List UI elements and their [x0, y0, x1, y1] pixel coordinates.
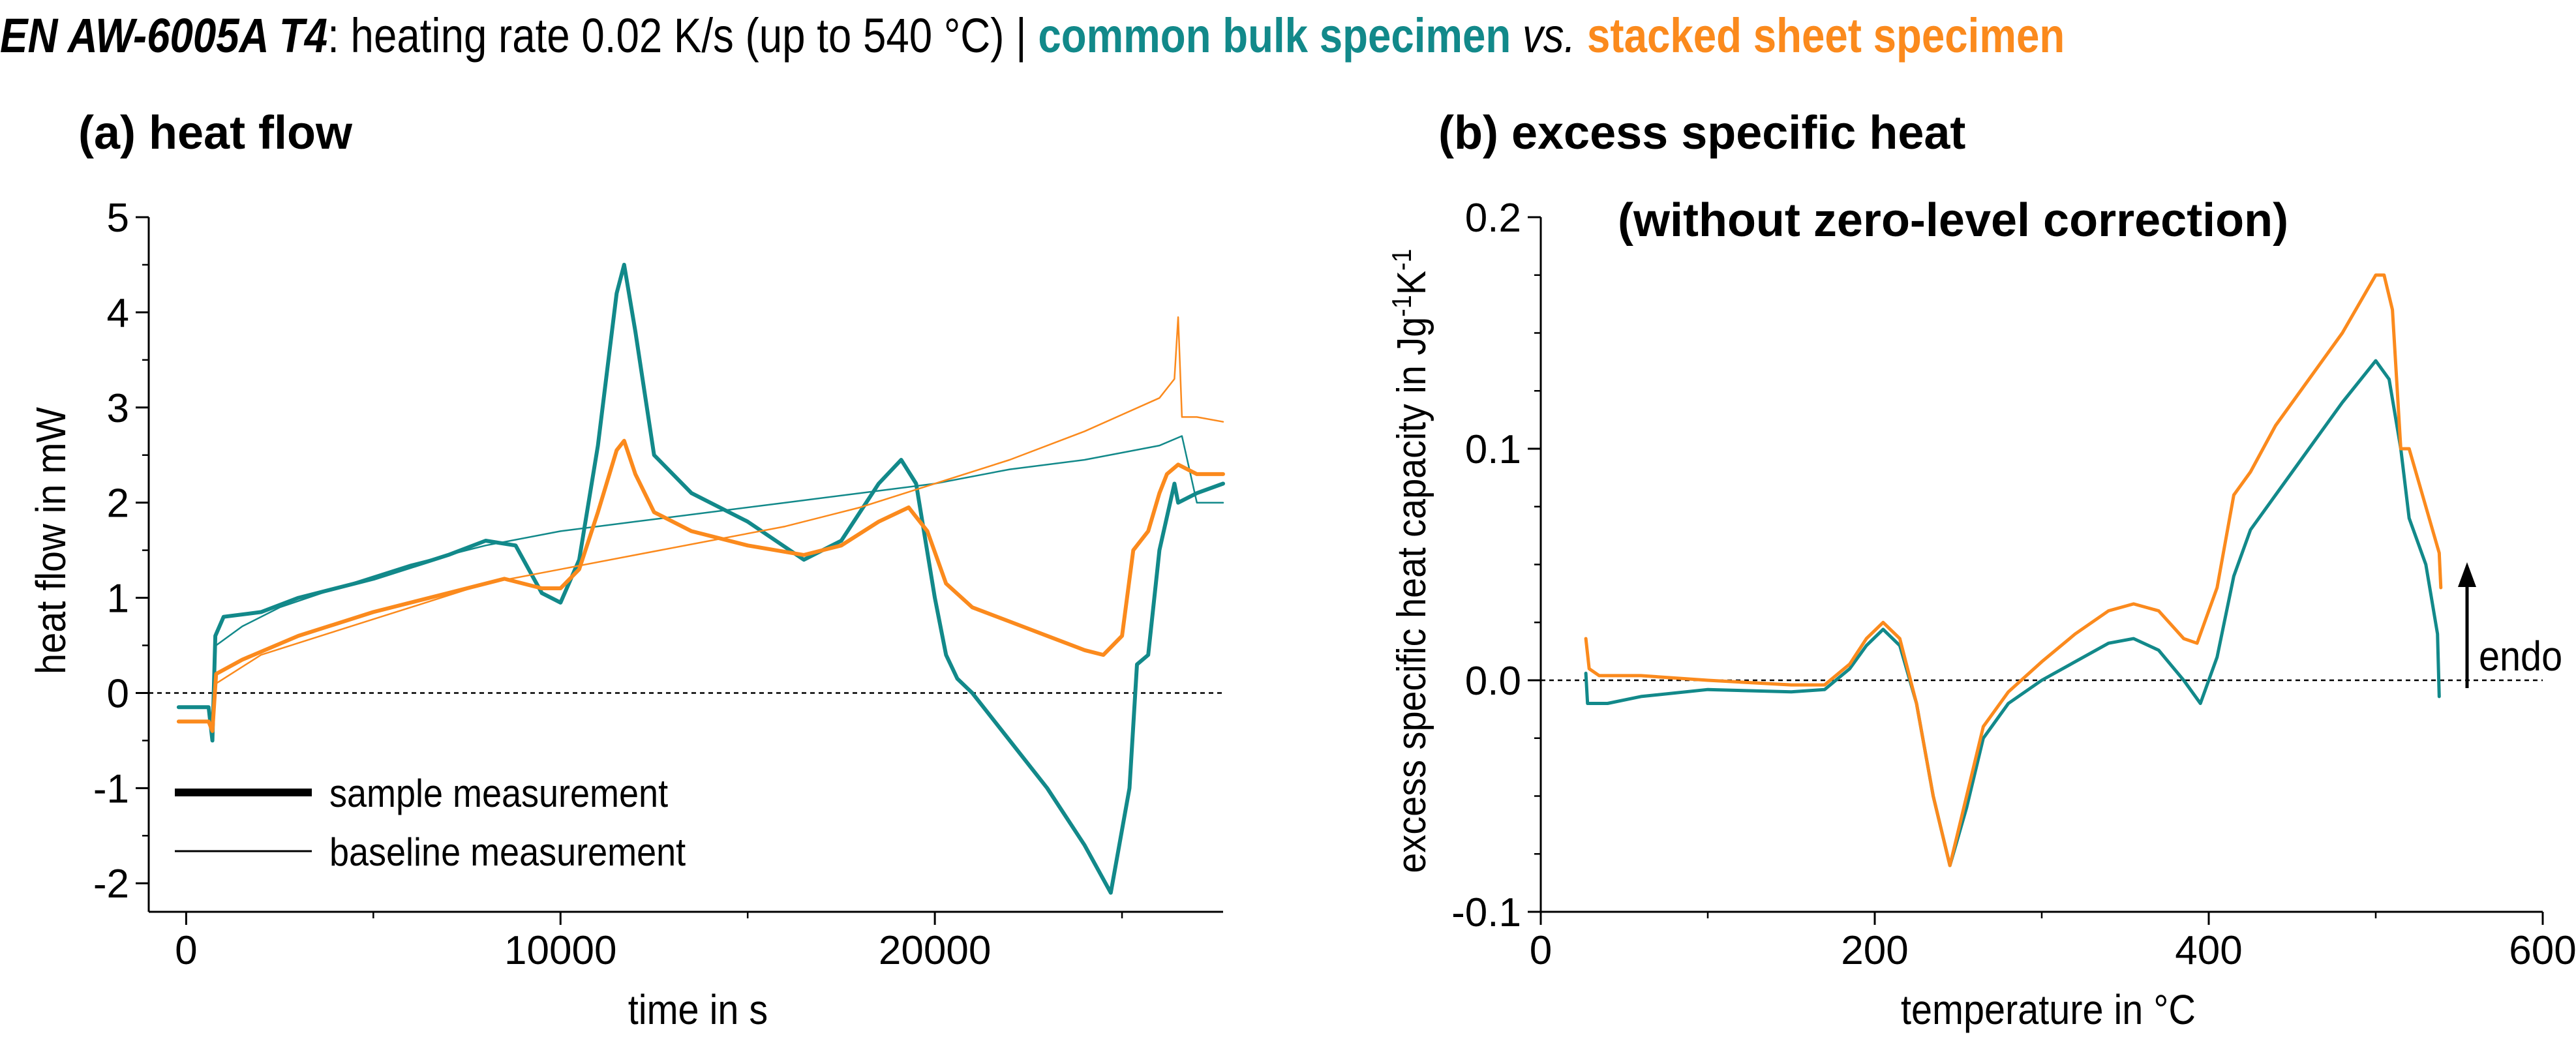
panel-a-series-1: [211, 435, 1224, 732]
panel-b-y-tick-label: 0.0: [1465, 659, 1521, 704]
panel-a-y-tick-label: 2: [107, 481, 129, 526]
title-bulk-specimen: common bulk specimen: [1038, 8, 1511, 63]
panel-a-y-tick-label: 1: [107, 577, 129, 622]
panel-excess-specific-heat: (b) excess specific heat (without zero-l…: [1387, 107, 2576, 1033]
title-sheet-specimen: stacked sheet specimen: [1586, 8, 2065, 63]
panel-b-x-tick-label: 0: [1530, 928, 1552, 973]
panel-b-y-label-mid: K: [1389, 271, 1434, 295]
panel-a-x-tick-label: 0: [175, 928, 197, 973]
panel-a-series-3: [211, 316, 1224, 723]
panel-a-y-label: heat flow in mW: [27, 407, 74, 674]
panel-b-y-tick-label: 0.1: [1465, 427, 1521, 472]
panel-b-y-label-sup1: -1: [1387, 295, 1417, 317]
panel-a-y-tick-label: -1: [93, 766, 129, 811]
panel-b-x-tick-label: 600: [2509, 928, 2576, 973]
panel-a-y-tick-label: 4: [107, 291, 129, 336]
legend-baseline-label: baseline measurement: [329, 830, 686, 874]
panel-a-series-2: [176, 438, 1225, 733]
panel-b-y-tick-label: -0.1: [1451, 890, 1521, 935]
panel-a-plot-area: -2 -1 0 1 2 3 4 5 0 10000 20000: [93, 196, 1225, 973]
panel-heat-flow: (a) heat flow -2 -1 0 1 2 3 4 5 0 10000 20000 time…: [27, 107, 1225, 1033]
panel-a-x-label: time in s: [628, 986, 768, 1032]
panel-a-x-tick-label: 10000: [504, 928, 616, 973]
title-vs: vs.: [1511, 8, 1587, 63]
panel-a-y-tick-label: 5: [107, 196, 129, 241]
title-desc: : heating rate 0.02 K/s (up to 540 °C) |: [327, 8, 1038, 63]
panel-a-x-tick-label: 20000: [879, 928, 991, 973]
panel-a-y-tick-label: 0: [107, 671, 129, 716]
endo-label: endo: [2479, 633, 2562, 679]
endo-annotation: endo: [2458, 562, 2562, 688]
panel-a-y-tick-label: 3: [107, 386, 129, 431]
panel-b-x-label: temperature in °C: [1901, 986, 2196, 1032]
figure-title: EN AW-6005A T4: heating rate 0.02 K/s (u…: [0, 0, 2215, 72]
panel-b-x-tick-label: 200: [1841, 928, 1908, 973]
panel-b-plot-area: -0.1 0.0 0.1 0.2 0 200 400 600: [1451, 196, 2576, 973]
legend-sample-label: sample measurement: [329, 772, 668, 815]
panel-a-y-tick-label: -2: [93, 862, 129, 907]
title-alloy: EN AW-6005A T4: [0, 8, 328, 63]
panel-a-legend: sample measurement baseline measurement: [175, 772, 686, 875]
panel-b-title: (b) excess specific heat: [1438, 107, 1965, 159]
panel-b-y-label: excess specific heat capacity in Jg-1K-1: [1387, 248, 1434, 873]
panel-b-subtitle: (without zero-level correction): [1618, 194, 2288, 247]
panel-a-title: (a) heat flow: [78, 107, 353, 159]
panel-b-y-label-sup2: -1: [1387, 248, 1417, 271]
panel-b-series-0: [1584, 359, 2441, 867]
panel-a-series-0: [176, 262, 1225, 895]
panel-b-series-1: [1584, 273, 2443, 867]
panel-b-y-label-main: excess specific heat capacity in Jg: [1389, 317, 1434, 873]
panel-b-x-tick-label: 400: [2175, 928, 2242, 973]
panel-b-y-tick-label: 0.2: [1465, 196, 1521, 241]
endo-arrow-head: [2458, 562, 2476, 587]
